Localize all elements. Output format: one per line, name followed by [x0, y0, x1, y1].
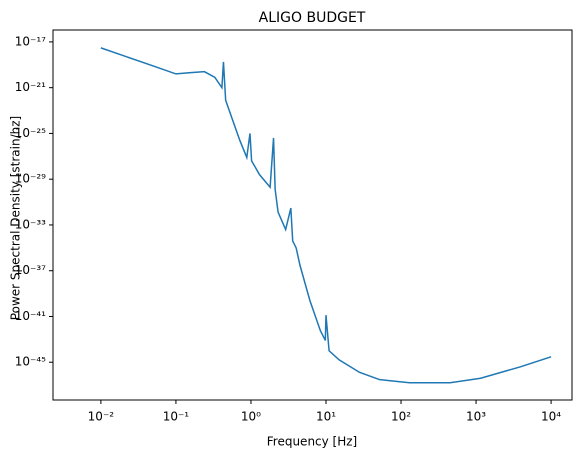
y-tick-label: 10⁻¹⁷: [15, 34, 46, 48]
data-line: [100, 47, 552, 384]
x-tick-label: 10²: [391, 410, 411, 424]
x-tick-label: 10⁴: [541, 410, 561, 424]
x-tick-label: 10⁰: [241, 410, 261, 424]
plot-frame: [52, 29, 573, 401]
y-axis-label: Power Spectral Density [strain/hz]: [9, 116, 23, 320]
y-tick-label: 10⁻⁴⁵: [15, 355, 46, 369]
x-tick-label: 10³: [466, 410, 486, 424]
x-axis-label: Frequency [Hz]: [267, 435, 358, 449]
y-tick-label: 10⁻²⁹: [15, 172, 46, 186]
y-tick-label: 10⁻²¹: [15, 80, 46, 94]
y-tick-label: 10⁻²⁵: [15, 126, 46, 140]
chart-title: ALIGO BUDGET: [259, 10, 366, 26]
y-tick-label: 10⁻³⁷: [15, 263, 46, 277]
x-tick-label: 10⁻²: [88, 410, 115, 424]
y-tick-label: 10⁻⁴¹: [15, 309, 46, 323]
x-tick-label: 10⁻¹: [163, 410, 190, 424]
x-tick-label: 10¹: [316, 410, 336, 424]
y-tick-label: 10⁻³³: [15, 217, 46, 231]
